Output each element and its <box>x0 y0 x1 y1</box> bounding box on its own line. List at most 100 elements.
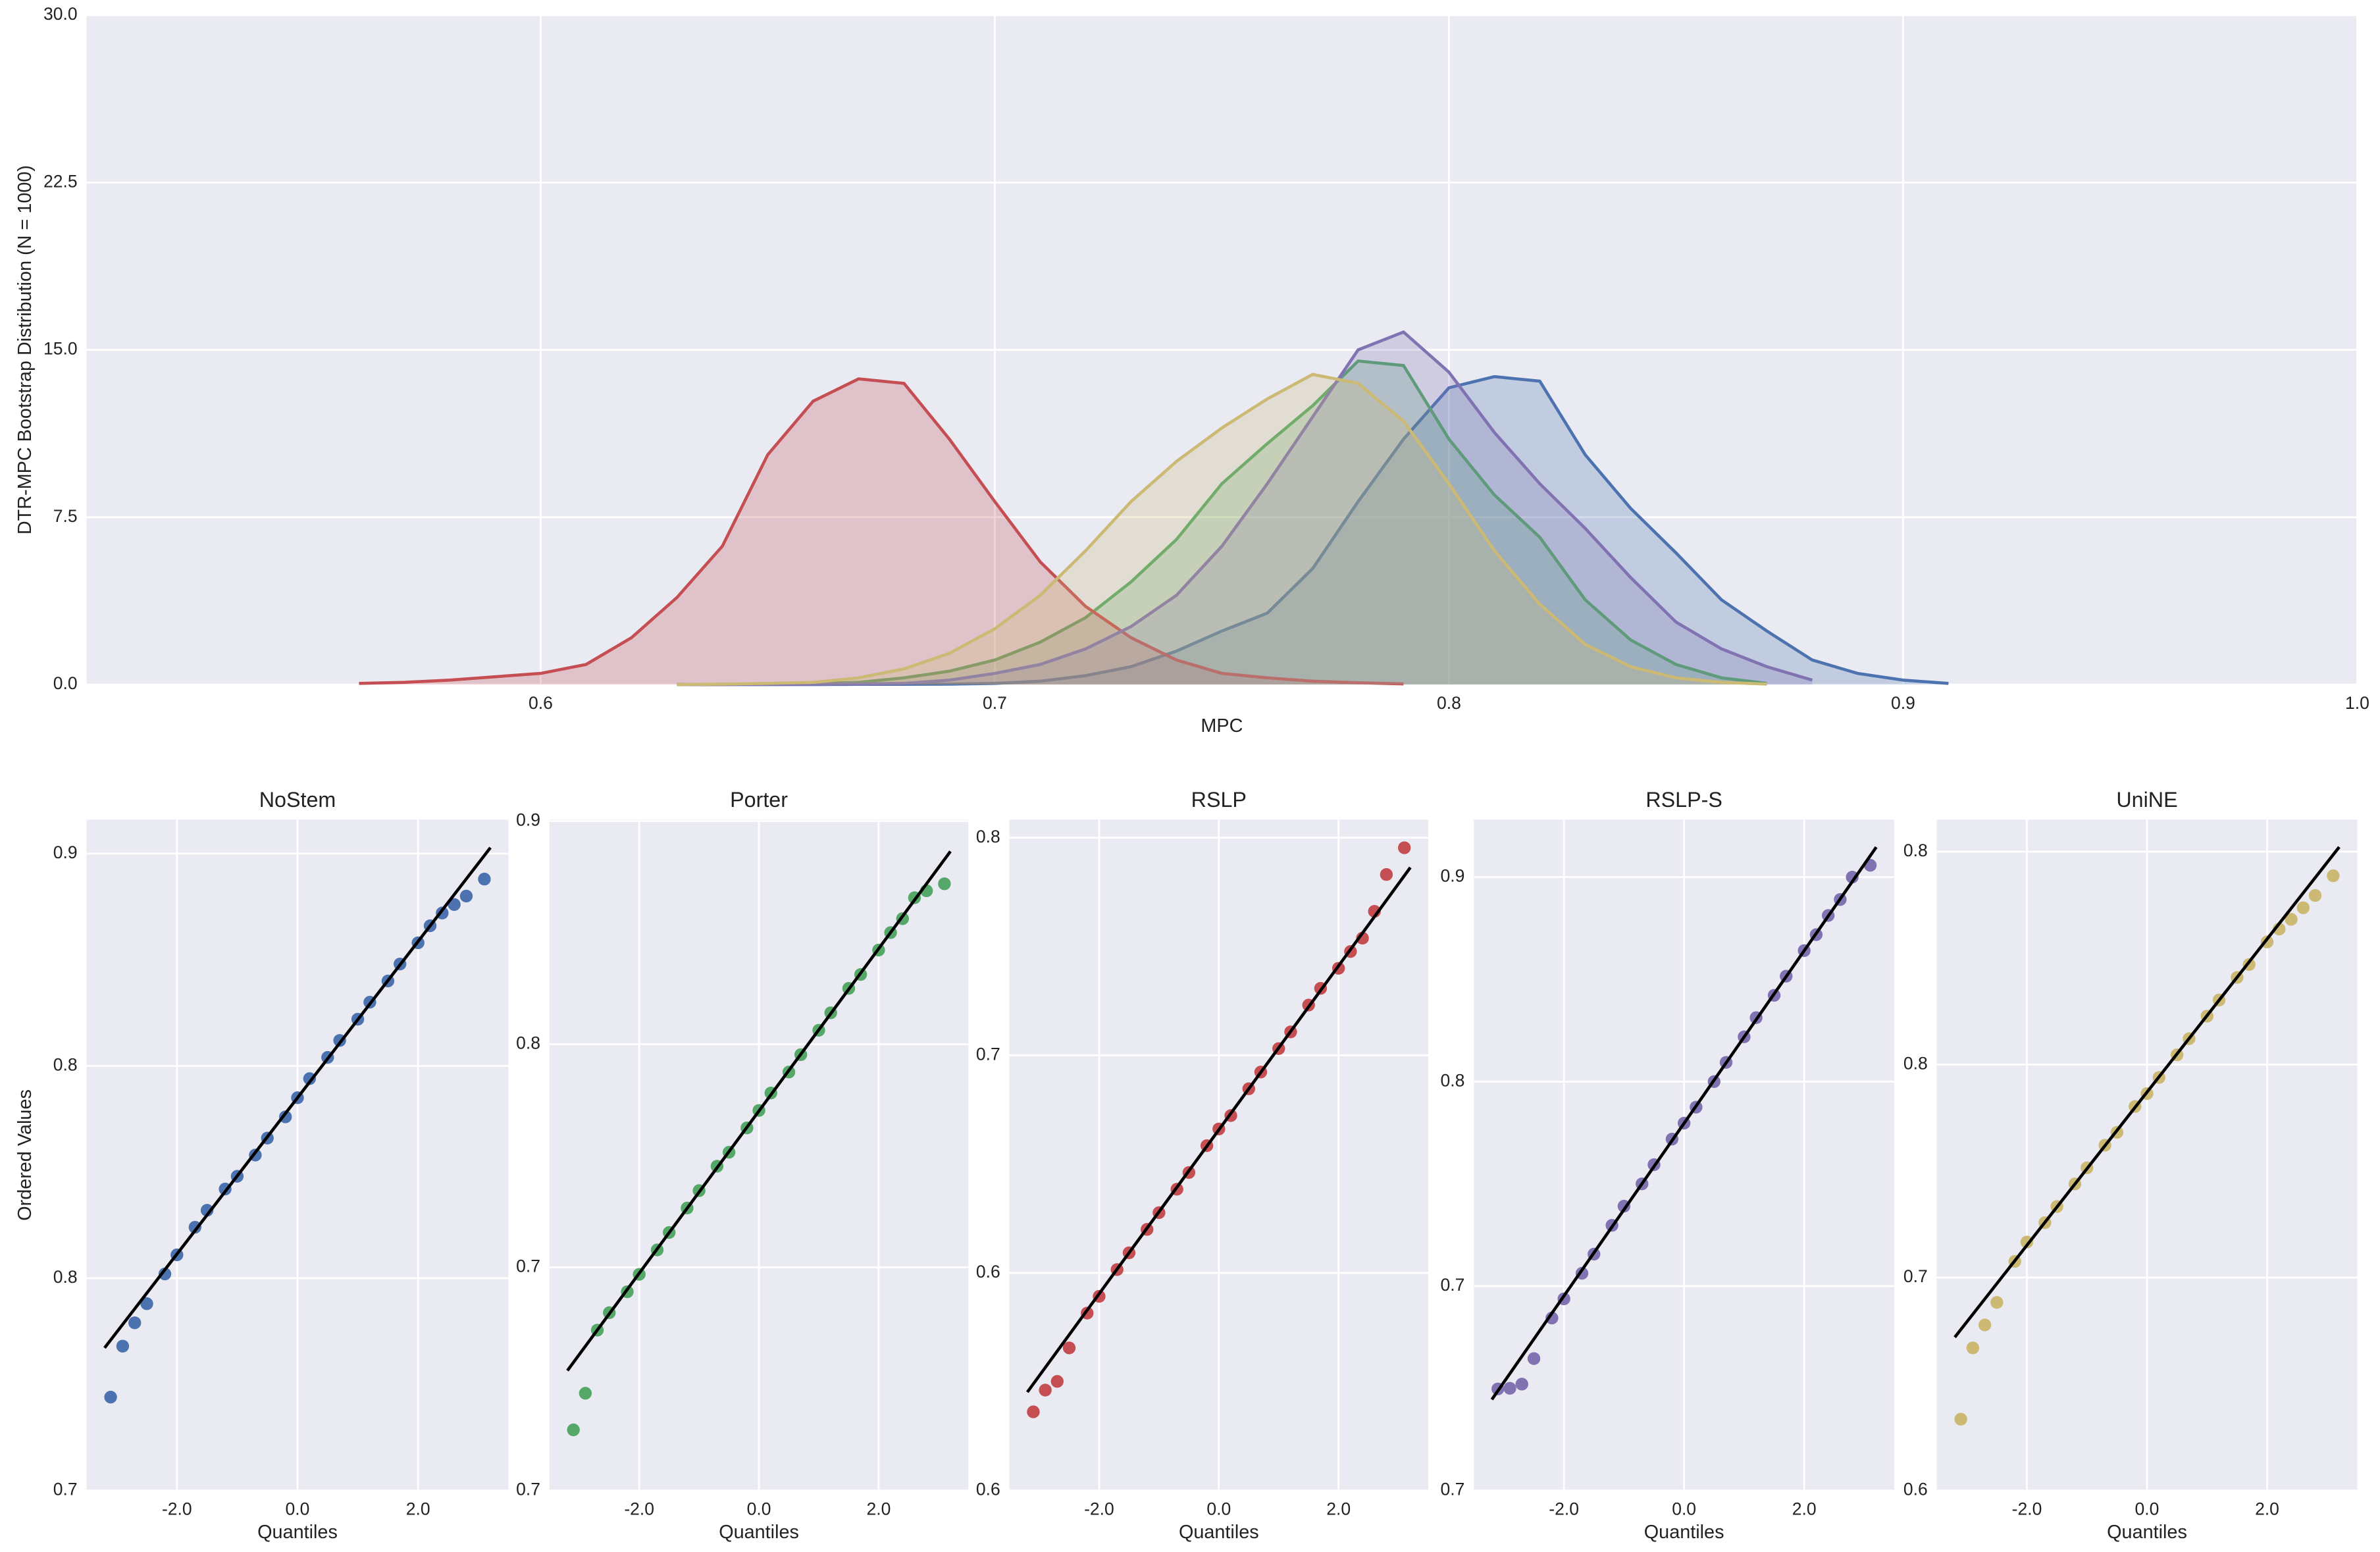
point <box>579 1387 592 1400</box>
point <box>2308 889 2322 902</box>
point <box>303 1072 317 1085</box>
area-fill <box>677 361 1767 685</box>
chart-title: NoStem <box>259 788 336 812</box>
chart-title: UniNE <box>2116 788 2177 812</box>
point <box>1545 1311 1559 1325</box>
x-tick-label: 0.0 <box>2135 1499 2160 1519</box>
point <box>1039 1384 1052 1397</box>
point <box>1503 1382 1516 1395</box>
x-tick-label: 0.0 <box>286 1499 310 1519</box>
y-tick-label: 0.8 <box>976 827 1000 846</box>
y-tick-label: 7.5 <box>53 506 78 526</box>
x-axis-label: MPC <box>1201 715 1243 737</box>
point <box>279 1110 292 1124</box>
x-axis-label: Quantiles <box>1179 1522 1259 1543</box>
fit-line <box>566 850 952 1372</box>
fit-line <box>1025 866 1412 1393</box>
x-tick-label: 1.0 <box>2345 693 2369 713</box>
point <box>459 889 473 903</box>
point <box>200 1204 214 1217</box>
area-fill <box>677 332 1813 685</box>
chart-title: RSLP <box>1191 788 1247 812</box>
point <box>1398 841 1411 854</box>
x-tick-label: -2.0 <box>1549 1499 1579 1519</box>
y-tick-label: 0.9 <box>1441 866 1465 886</box>
y-tick-label: 0.8 <box>1903 841 1928 860</box>
x-tick-label: -2.0 <box>624 1499 654 1519</box>
point <box>2285 913 2298 926</box>
x-tick-label: -2.0 <box>2012 1499 2042 1519</box>
point <box>1954 1412 1967 1426</box>
x-tick-label: 0.0 <box>1206 1499 1231 1519</box>
y-tick-label: 0.6 <box>1903 1480 1928 1499</box>
y-tick-label: 15.0 <box>43 339 78 359</box>
point <box>1062 1341 1076 1355</box>
density-line <box>677 330 1813 686</box>
y-tick-label: 0.8 <box>1441 1070 1465 1090</box>
y-tick-label: 0.8 <box>53 1267 78 1287</box>
x-tick-label: 0.0 <box>1672 1499 1696 1519</box>
y-axis-label: Ordered Values <box>14 1089 36 1221</box>
x-tick-label: -2.0 <box>162 1499 192 1519</box>
point <box>938 877 951 891</box>
y-tick-label: 22.5 <box>43 171 78 191</box>
y-tick-label: 0.7 <box>1441 1480 1465 1499</box>
point <box>1978 1318 1992 1332</box>
chart-title: Porter <box>730 788 788 812</box>
y-tick-label: 0.0 <box>53 673 78 693</box>
point <box>1527 1352 1541 1365</box>
x-tick-label: 0.8 <box>1437 693 1461 713</box>
area-fill <box>677 374 1767 685</box>
point <box>104 1390 117 1404</box>
area-fill <box>359 378 1404 685</box>
point <box>1380 868 1393 881</box>
y-tick-label: 0.9 <box>516 810 540 829</box>
density-line <box>677 359 1767 686</box>
y-tick-label: 0.9 <box>53 842 78 862</box>
point <box>1050 1375 1064 1388</box>
x-axis-label: Quantiles <box>2107 1522 2187 1543</box>
x-tick-label: 2.0 <box>1792 1499 1817 1519</box>
y-tick-label: 0.6 <box>976 1262 1000 1281</box>
x-tick-label: 0.6 <box>529 693 553 713</box>
point <box>1990 1296 2004 1309</box>
point <box>140 1297 153 1310</box>
x-axis-label: Quantiles <box>257 1522 338 1543</box>
y-tick-label: 0.7 <box>1903 1266 1928 1286</box>
density-line <box>359 377 1404 686</box>
fit-line <box>1953 846 2341 1339</box>
density-line <box>677 373 1767 686</box>
x-tick-label: 2.0 <box>2255 1499 2279 1519</box>
x-axis-label: Quantiles <box>719 1522 799 1543</box>
y-tick-label: 0.7 <box>516 1480 540 1499</box>
x-tick-label: 2.0 <box>1326 1499 1351 1519</box>
point <box>448 898 461 912</box>
y-tick-label: 30.0 <box>43 4 78 24</box>
x-tick-label: -2.0 <box>1084 1499 1114 1519</box>
point <box>128 1316 142 1330</box>
y-tick-label: 0.7 <box>516 1256 540 1276</box>
x-axis-label: Quantiles <box>1644 1522 1724 1543</box>
area-fill <box>677 376 1949 685</box>
y-axis-label: DTR-MPC Bootstrap Distribution (N = 1000… <box>14 165 36 534</box>
y-tick-label: 0.7 <box>1441 1275 1465 1295</box>
point <box>1027 1405 1040 1418</box>
point <box>1966 1341 1980 1355</box>
fit-line <box>1490 846 1878 1401</box>
y-tick-label: 0.8 <box>1903 1053 1928 1073</box>
point <box>478 872 491 886</box>
point <box>116 1339 130 1353</box>
x-tick-label: 0.9 <box>1891 693 1915 713</box>
point <box>1515 1378 1528 1391</box>
y-tick-label: 0.8 <box>53 1054 78 1074</box>
x-tick-label: 0.7 <box>983 693 1007 713</box>
point <box>158 1267 172 1281</box>
chart-title: RSLP-S <box>1645 788 1722 812</box>
x-tick-label: 2.0 <box>406 1499 430 1519</box>
fit-line <box>103 846 492 1349</box>
y-tick-label: 0.8 <box>516 1033 540 1052</box>
point <box>2296 901 2310 914</box>
point <box>2327 869 2340 883</box>
